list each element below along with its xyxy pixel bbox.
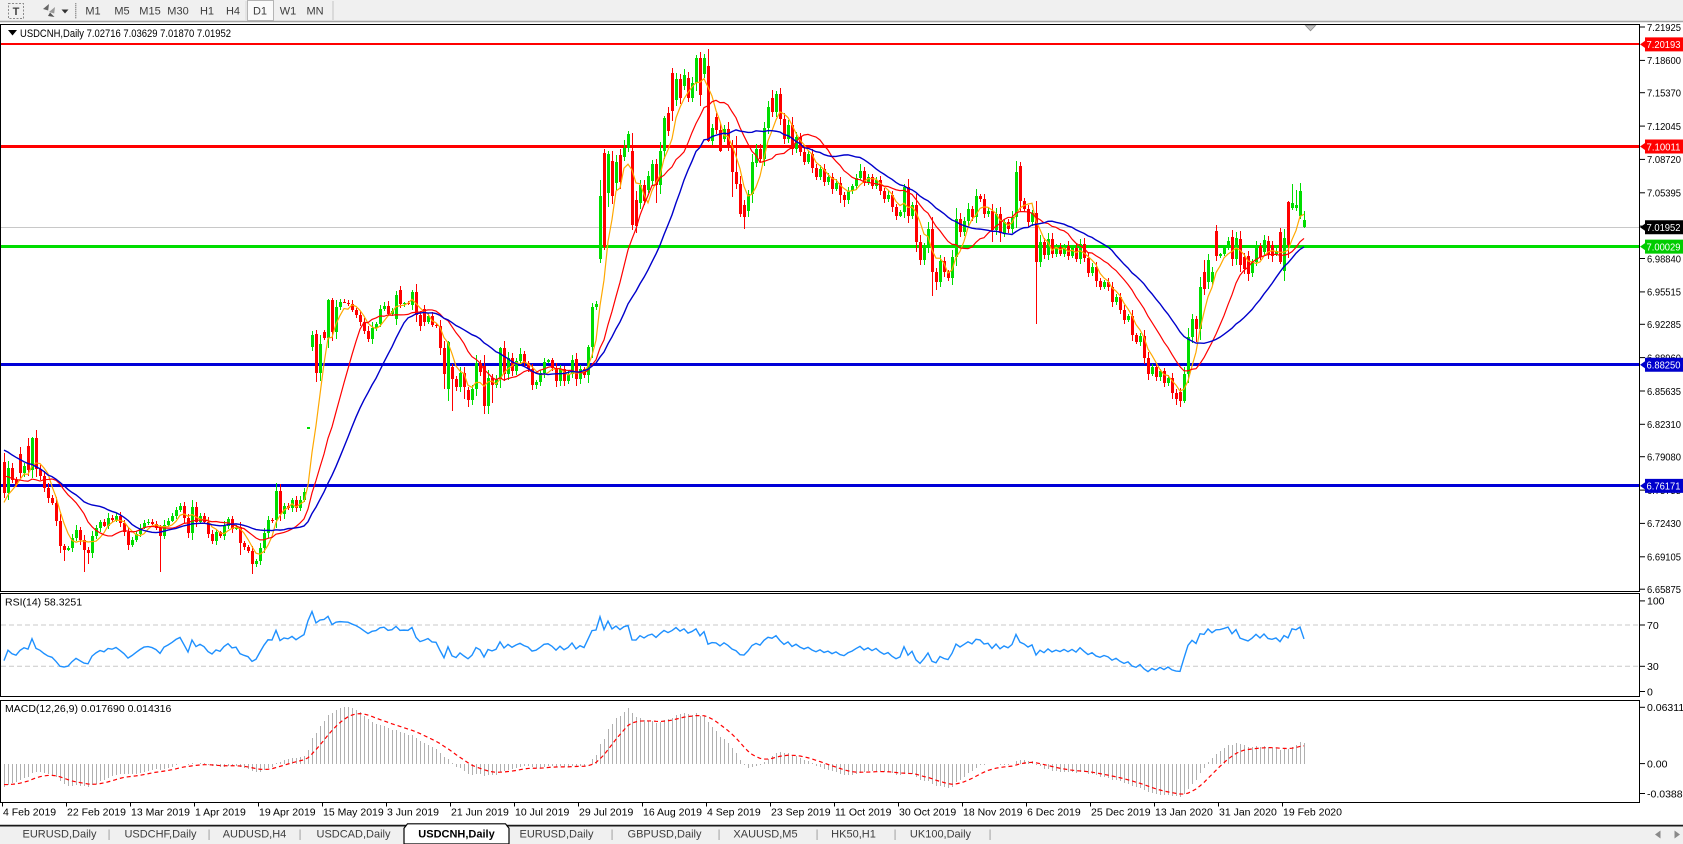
svg-text:6.85635: 6.85635 bbox=[1647, 386, 1681, 398]
svg-text:|: | bbox=[718, 829, 721, 841]
svg-text:30: 30 bbox=[1647, 661, 1659, 673]
svg-text:|: | bbox=[894, 829, 897, 841]
svg-text:21 Jun 2019: 21 Jun 2019 bbox=[451, 807, 509, 819]
svg-text:6.79080: 6.79080 bbox=[1647, 452, 1681, 464]
svg-text:7.12045: 7.12045 bbox=[1647, 121, 1681, 133]
svg-text:4 Sep 2019: 4 Sep 2019 bbox=[707, 807, 761, 819]
svg-text:6.76171: 6.76171 bbox=[1647, 481, 1681, 493]
svg-text:RSI(14) 58.3251: RSI(14) 58.3251 bbox=[5, 597, 82, 609]
svg-text:15 May 2019: 15 May 2019 bbox=[323, 807, 384, 819]
svg-text:H4: H4 bbox=[226, 6, 240, 18]
svg-text:|: | bbox=[208, 829, 211, 841]
svg-text:19 Apr 2019: 19 Apr 2019 bbox=[259, 807, 316, 819]
svg-text:USDCNH,Daily 7.02716 7.03629: USDCNH,Daily 7.02716 7.03629 7.01870 7.0… bbox=[20, 28, 231, 40]
svg-text:GBPUSD,Daily: GBPUSD,Daily bbox=[628, 829, 702, 841]
svg-text:23 Sep 2019: 23 Sep 2019 bbox=[771, 807, 831, 819]
svg-text:7.15370: 7.15370 bbox=[1647, 88, 1681, 100]
svg-text:0.063113: 0.063113 bbox=[1647, 702, 1683, 714]
svg-text:31 Jan 2020: 31 Jan 2020 bbox=[1219, 807, 1277, 819]
svg-text:USDCAD,Daily: USDCAD,Daily bbox=[317, 829, 391, 841]
svg-text:19 Feb 2020: 19 Feb 2020 bbox=[1283, 807, 1342, 819]
svg-text:7.20193: 7.20193 bbox=[1647, 39, 1681, 51]
svg-text:W1: W1 bbox=[280, 6, 297, 18]
svg-text:7.00029: 7.00029 bbox=[1647, 241, 1681, 253]
svg-text:|: | bbox=[989, 829, 992, 841]
svg-text:3 Jun 2019: 3 Jun 2019 bbox=[387, 807, 439, 819]
svg-text:13 Mar 2019: 13 Mar 2019 bbox=[131, 807, 190, 819]
svg-text:|: | bbox=[108, 829, 111, 841]
svg-text:22 Feb 2019: 22 Feb 2019 bbox=[67, 807, 126, 819]
svg-text:6.92285: 6.92285 bbox=[1647, 319, 1681, 331]
svg-text:70: 70 bbox=[1647, 620, 1659, 632]
svg-text:|: | bbox=[299, 829, 302, 841]
svg-text:AUDUSD,H4: AUDUSD,H4 bbox=[223, 829, 287, 841]
svg-text:T: T bbox=[13, 6, 20, 18]
svg-text:7.21925: 7.21925 bbox=[1647, 22, 1681, 34]
svg-text:UK100,Daily: UK100,Daily bbox=[910, 829, 972, 841]
svg-text:|: | bbox=[611, 829, 614, 841]
svg-text:7.05395: 7.05395 bbox=[1647, 188, 1681, 200]
svg-text:0: 0 bbox=[1647, 686, 1653, 698]
svg-text:D1: D1 bbox=[253, 6, 267, 18]
svg-text:6.82310: 6.82310 bbox=[1647, 419, 1681, 431]
svg-text:M1: M1 bbox=[85, 6, 100, 18]
svg-text:6.69105: 6.69105 bbox=[1647, 552, 1681, 564]
svg-text:EURUSD,Daily: EURUSD,Daily bbox=[23, 829, 97, 841]
svg-text:M15: M15 bbox=[139, 6, 160, 18]
svg-text:100: 100 bbox=[1647, 596, 1665, 608]
svg-text:EURUSD,Daily: EURUSD,Daily bbox=[520, 829, 594, 841]
svg-text:M5: M5 bbox=[114, 6, 129, 18]
svg-text:6.65875: 6.65875 bbox=[1647, 584, 1681, 596]
svg-text:18 Nov 2019: 18 Nov 2019 bbox=[963, 807, 1023, 819]
svg-text:MACD(12,26,9) 0.017690 0.01431: MACD(12,26,9) 0.017690 0.014316 bbox=[5, 703, 172, 715]
svg-text:6.98840: 6.98840 bbox=[1647, 253, 1681, 265]
svg-text:MN: MN bbox=[306, 6, 323, 18]
svg-text:7.18600: 7.18600 bbox=[1647, 55, 1681, 67]
svg-text:6.72430: 6.72430 bbox=[1647, 518, 1681, 530]
svg-text:USDCNH,Daily: USDCNH,Daily bbox=[418, 829, 495, 841]
svg-text:1 Apr 2019: 1 Apr 2019 bbox=[195, 807, 246, 819]
svg-text:HK50,H1: HK50,H1 bbox=[831, 829, 876, 841]
svg-text:7.10011: 7.10011 bbox=[1647, 141, 1681, 153]
svg-text:29 Jul 2019: 29 Jul 2019 bbox=[579, 807, 633, 819]
svg-text:7.01952: 7.01952 bbox=[1647, 222, 1681, 234]
svg-text:6.88250: 6.88250 bbox=[1647, 360, 1681, 372]
svg-text:|: | bbox=[816, 829, 819, 841]
svg-text:13 Jan 2020: 13 Jan 2020 bbox=[1155, 807, 1213, 819]
svg-text:6.95515: 6.95515 bbox=[1647, 287, 1681, 299]
svg-text:0.00: 0.00 bbox=[1647, 758, 1668, 770]
svg-text:16 Aug 2019: 16 Aug 2019 bbox=[643, 807, 702, 819]
svg-text:30 Oct 2019: 30 Oct 2019 bbox=[899, 807, 956, 819]
svg-text:4 Feb 2019: 4 Feb 2019 bbox=[3, 807, 56, 819]
svg-text:M30: M30 bbox=[167, 6, 188, 18]
svg-text:USDCHF,Daily: USDCHF,Daily bbox=[124, 829, 197, 841]
svg-text:7.08720: 7.08720 bbox=[1647, 154, 1681, 166]
svg-text:25 Dec 2019: 25 Dec 2019 bbox=[1091, 807, 1151, 819]
svg-text:-0.038872: -0.038872 bbox=[1647, 788, 1683, 800]
svg-text:10 Jul 2019: 10 Jul 2019 bbox=[515, 807, 569, 819]
svg-text:6 Dec 2019: 6 Dec 2019 bbox=[1027, 807, 1081, 819]
svg-text:H1: H1 bbox=[200, 6, 214, 18]
svg-text:11 Oct 2019: 11 Oct 2019 bbox=[835, 807, 892, 819]
svg-text:XAUUSD,M5: XAUUSD,M5 bbox=[733, 829, 797, 841]
